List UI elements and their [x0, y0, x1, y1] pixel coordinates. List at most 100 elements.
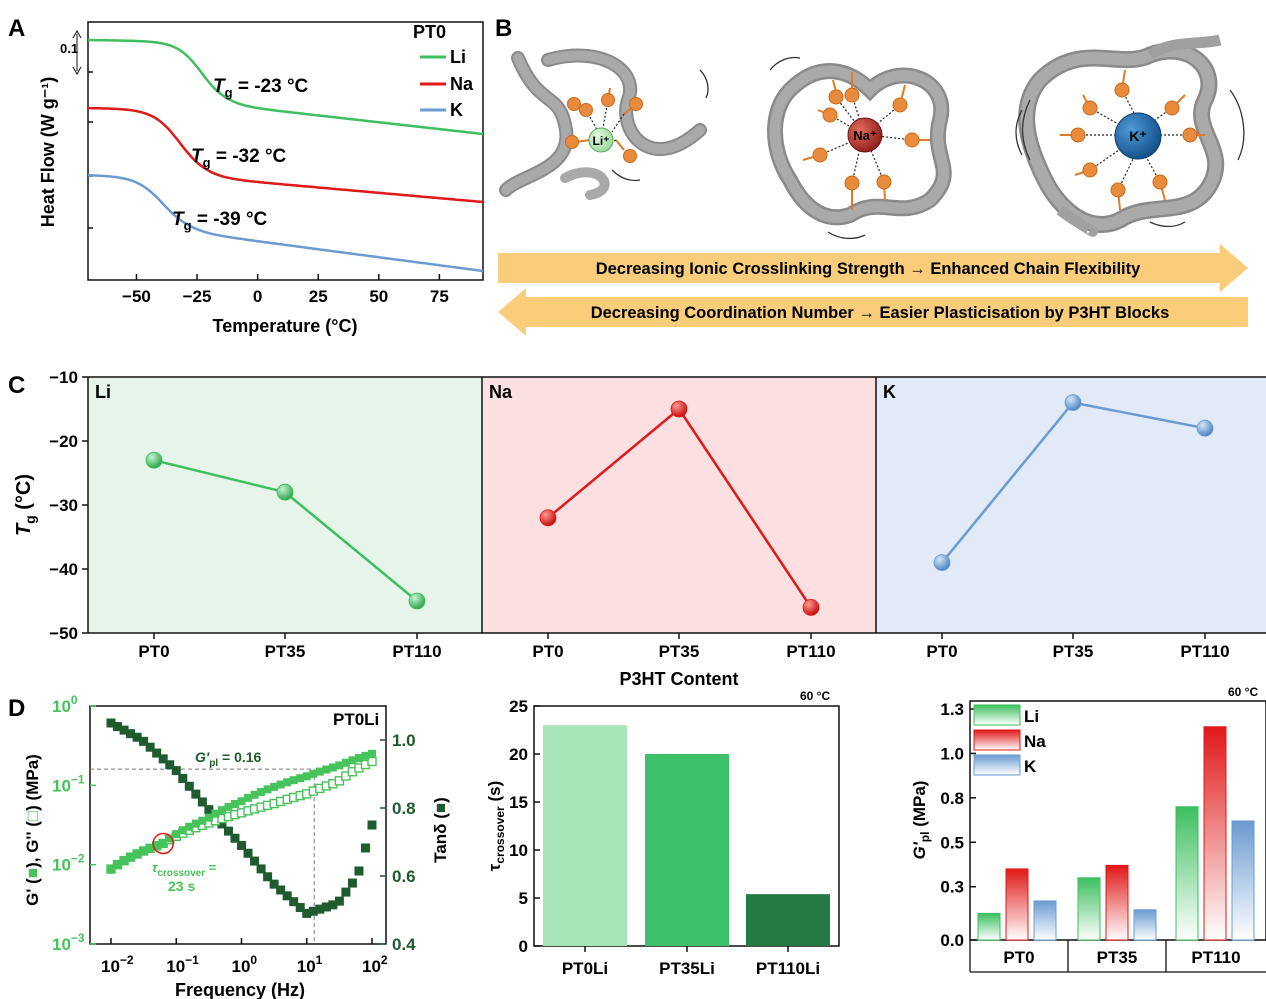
tand-point	[367, 820, 377, 830]
tand-point	[119, 725, 129, 735]
panel-d-axes: 10−2 10−1 100 101 102 100 10−1 10−2 10−3 0.4 0.6 0.…	[52, 693, 416, 976]
panel-c-xticks: PT0 PT35 PT110 PT0 PT35 PT110 PT0 PT35 PT110	[138, 633, 1230, 661]
arrow-left-coordination: Decreasing Coordination Number → Easier …	[498, 288, 1248, 336]
group-label-na: Na	[489, 382, 513, 402]
g-prime-point	[368, 749, 376, 758]
g-prime-point	[165, 834, 174, 843]
x-tick-label: PT110	[392, 642, 441, 661]
tand-point	[276, 885, 286, 895]
g-double-prime-point	[334, 776, 345, 786]
na-ion	[847, 117, 883, 153]
tand-point	[113, 722, 123, 732]
g-prime-point	[107, 865, 115, 874]
tand-point	[191, 789, 201, 799]
g-prime-point	[113, 860, 122, 869]
na-ion-label: Na⁺	[853, 128, 877, 143]
x-tick-label: PT0Li	[562, 959, 608, 978]
tand-point	[230, 833, 240, 843]
panel-c: C Li Na K −10−20−30−40−50 PT0 PT35 PT110 PT…	[8, 368, 1266, 689]
y-tick-label: −30	[49, 496, 78, 515]
tand-point	[126, 729, 136, 739]
g-prime-point	[126, 853, 135, 862]
group-label-k: K	[883, 382, 896, 402]
tand-point	[237, 840, 246, 850]
g-prime-point	[263, 785, 272, 794]
tand-point	[250, 856, 260, 866]
g-prime-point	[217, 806, 226, 815]
panel-c-ylabel: Tg (°C)	[13, 474, 38, 536]
y-tick-label: 20	[509, 745, 528, 764]
tand-point	[289, 897, 299, 907]
tand-point	[243, 848, 253, 858]
tg-point-li	[408, 592, 426, 610]
panel-label-c: C	[8, 372, 25, 399]
y-tick-label: 5	[519, 889, 528, 908]
y-right-tick-label: 0.4	[392, 935, 416, 954]
x-tick-label: PT0	[926, 642, 957, 661]
tg-point-na	[670, 400, 688, 418]
y-tick-label: −40	[49, 560, 78, 579]
g-prime-point	[302, 772, 311, 781]
panel-d-series	[90, 718, 377, 944]
x-tick-label: 10−2	[101, 953, 134, 976]
panel-d-ylabel-left: G' (■), G'' (□) (MPa)	[23, 754, 42, 906]
gpl-legend: Li Na K	[973, 704, 1046, 776]
li-coordination-diagram: Li⁺	[499, 48, 709, 200]
panel-a-scale-bar: 0.1	[60, 29, 82, 76]
g-prime-point	[309, 769, 318, 778]
tau-bar-pt110li	[746, 894, 830, 946]
g-prime-point	[237, 797, 246, 806]
g-prime-point	[224, 802, 233, 811]
panel-d-sample: PT0Li	[333, 710, 379, 729]
y-left-tick-label: 10−2	[52, 852, 85, 875]
y-right-tick-label: 0.6	[392, 867, 416, 886]
tand-point	[347, 878, 357, 888]
g-prime-point	[250, 790, 259, 799]
tau-annotation: τcrossover =	[152, 860, 217, 879]
y-left-tick-label: 100	[52, 693, 78, 716]
y-tick-label: 1.3	[940, 700, 964, 719]
panel-d-ylabel-right: Tanδ (■)	[431, 797, 450, 863]
tg-label-li: Tg = -23 °C	[213, 76, 309, 100]
x-tick-label: PT35	[1053, 642, 1094, 661]
x-tick-label: 102	[362, 953, 388, 976]
gpl-bar-li-pt0	[977, 912, 1001, 941]
x-tick-label: 0	[253, 287, 262, 306]
tand-point	[321, 902, 331, 912]
g-prime-point	[296, 774, 305, 783]
legend-na: Na	[450, 74, 474, 94]
panel-d-tau-bars: 60 °C 25 20 15 10 5 0 PT0Li PT35Li PT110Li τcros…	[485, 689, 840, 978]
tand-point	[263, 872, 273, 882]
tand-point	[204, 805, 214, 815]
g-prime-point	[185, 822, 194, 831]
g-prime-point	[289, 776, 298, 785]
tg-label-na: Tg = -32 °C	[191, 146, 287, 170]
tand-point	[139, 736, 149, 746]
dsc-curve-na	[88, 106, 484, 204]
arrow-text-crosslinking: Decreasing Ionic Crosslinking Strength →…	[596, 260, 1141, 278]
y-tick-label: 0.3	[940, 878, 964, 897]
y-right-tick-label: 0.8	[392, 799, 416, 818]
y-tick-label: 10	[509, 841, 528, 860]
group-label-li: Li	[95, 382, 111, 402]
tg-label-k: Tg = -39 °C	[172, 209, 268, 233]
gpl-ylabel: G'pl (MPa)	[910, 781, 932, 860]
gpl-bar-li-pt35	[1077, 877, 1101, 941]
g-prime-point	[230, 799, 239, 808]
x-tick-label: PT110	[1180, 642, 1229, 661]
x-tick-label: −50	[122, 287, 151, 306]
dsc-curve-li	[88, 38, 484, 136]
crossover-marker	[152, 832, 174, 855]
tand-point	[132, 732, 142, 742]
g-prime-point	[178, 826, 187, 835]
tand-point	[217, 819, 227, 829]
legend-k: K	[450, 100, 463, 120]
g-prime-point	[348, 756, 357, 765]
gpl-bar-na-pt110	[1203, 726, 1227, 941]
panel-a-xlabel: Temperature (°C)	[213, 316, 358, 336]
x-tick-label: PT35	[1097, 948, 1138, 967]
panel-d-xlabel: Frequency (Hz)	[175, 980, 305, 999]
tand-point	[152, 748, 162, 758]
na-coordination-diagram: Na⁺	[767, 56, 952, 240]
